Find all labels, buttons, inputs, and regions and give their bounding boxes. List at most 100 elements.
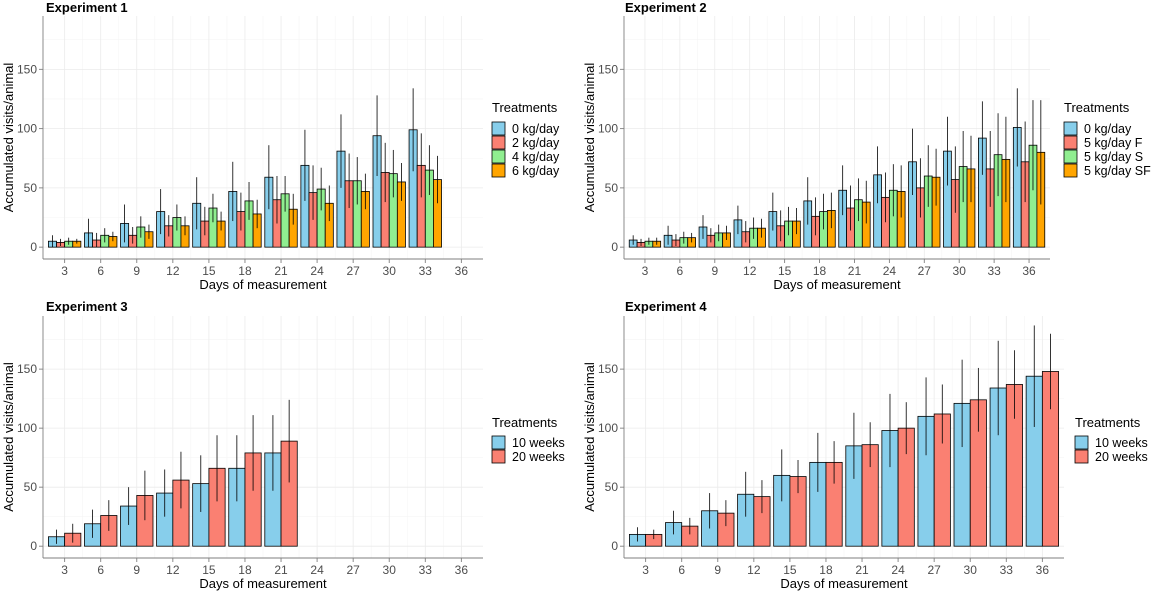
x-tick-label: 36 <box>455 264 469 278</box>
x-tick-label: 27 <box>346 264 360 278</box>
x-tick-label: 6 <box>97 264 104 278</box>
x-tick-label: 18 <box>238 563 252 577</box>
legend-swatch <box>491 135 506 150</box>
x-tick-label: 30 <box>964 563 978 577</box>
x-tick-label: 18 <box>819 563 833 577</box>
x-tick-label: 9 <box>714 563 721 577</box>
x-tick-label: 21 <box>274 563 288 577</box>
legend-label: 0 kg/day <box>512 122 560 136</box>
legend-label: 5 kg/day SF <box>1084 164 1151 178</box>
y-tick-label: 0 <box>30 539 37 553</box>
legend-label: 2 kg/day <box>512 136 560 150</box>
y-tick-label: 0 <box>611 539 618 553</box>
panel-title: Experiment 1 <box>46 0 128 15</box>
y-axis-title: Accumulated visits/animal <box>1 63 16 213</box>
x-tick-label: 12 <box>166 264 180 278</box>
y-tick-label: 150 <box>17 362 37 376</box>
x-tick-label: 12 <box>747 563 761 577</box>
x-tick-label: 30 <box>953 264 967 278</box>
legend-swatch <box>491 449 506 464</box>
x-tick-label: 33 <box>419 563 433 577</box>
x-axis-title: Days of measurement <box>199 576 327 591</box>
legend-swatch <box>1074 449 1089 464</box>
x-tick-label: 9 <box>133 264 140 278</box>
x-tick-label: 24 <box>310 563 324 577</box>
legend-label: 4 kg/day <box>512 150 560 164</box>
y-tick-label: 100 <box>598 122 618 136</box>
x-tick-label: 12 <box>166 563 180 577</box>
legend-label: 10 weeks <box>512 436 565 450</box>
y-tick-label: 100 <box>17 421 37 435</box>
legend-swatch <box>491 149 506 164</box>
y-tick-label: 0 <box>30 240 37 254</box>
x-tick-label: 21 <box>274 264 288 278</box>
x-tick-label: 36 <box>1022 264 1036 278</box>
legend-label: 10 weeks <box>1095 436 1148 450</box>
x-tick-label: 21 <box>855 563 869 577</box>
legend-title: Treatments <box>492 100 558 115</box>
x-tick-label: 33 <box>1000 563 1014 577</box>
x-tick-label: 6 <box>678 563 685 577</box>
y-tick-label: 50 <box>24 181 38 195</box>
y-tick-label: 50 <box>24 480 38 494</box>
x-tick-label: 15 <box>202 563 216 577</box>
panel-title: Experiment 4 <box>625 299 707 314</box>
y-tick-label: 150 <box>598 362 618 376</box>
x-tick-label: 15 <box>778 264 792 278</box>
legend-swatch <box>491 163 506 178</box>
legend-swatch <box>1074 435 1089 450</box>
y-axis-title: Accumulated visits/animal <box>582 63 597 213</box>
x-tick-label: 6 <box>97 563 104 577</box>
x-tick-label: 27 <box>918 264 932 278</box>
x-tick-label: 27 <box>927 563 941 577</box>
x-tick-label: 3 <box>642 563 649 577</box>
x-tick-label: 36 <box>1036 563 1050 577</box>
legend-label: 5 kg/day F <box>1084 136 1143 150</box>
x-tick-label: 6 <box>677 264 684 278</box>
legend-swatch <box>1063 135 1078 150</box>
x-tick-label: 15 <box>202 264 216 278</box>
y-tick-label: 100 <box>17 122 37 136</box>
x-tick-label: 30 <box>383 264 397 278</box>
y-tick-label: 50 <box>605 181 619 195</box>
x-tick-label: 33 <box>987 264 1001 278</box>
y-axis-title: Accumulated visits/animal <box>1 362 16 512</box>
legend-title: Treatments <box>1064 100 1130 115</box>
x-tick-label: 18 <box>238 264 252 278</box>
y-tick-label: 100 <box>598 421 618 435</box>
legend-label: 0 kg/day <box>1084 122 1132 136</box>
legend-label: 20 weeks <box>512 450 565 464</box>
x-tick-label: 36 <box>455 563 469 577</box>
panel-title: Experiment 3 <box>46 299 128 314</box>
legend-title: Treatments <box>492 415 558 430</box>
x-tick-label: 3 <box>61 563 68 577</box>
legend-swatch <box>1063 149 1078 164</box>
x-tick-label: 3 <box>61 264 68 278</box>
y-tick-label: 150 <box>17 62 37 76</box>
legend-label: 6 kg/day <box>512 164 560 178</box>
y-tick-label: 0 <box>611 240 618 254</box>
legend-swatch <box>1063 163 1078 178</box>
x-tick-label: 3 <box>642 264 649 278</box>
y-tick-label: 50 <box>605 480 619 494</box>
x-tick-label: 24 <box>310 264 324 278</box>
x-tick-label: 12 <box>743 264 757 278</box>
legend-swatch <box>1063 121 1078 136</box>
x-axis-title: Days of measurement <box>199 277 327 292</box>
y-axis-title: Accumulated visits/animal <box>582 362 597 512</box>
x-tick-label: 30 <box>383 563 397 577</box>
x-tick-label: 9 <box>133 563 140 577</box>
legend-swatch <box>491 121 506 136</box>
x-axis-title: Days of measurement <box>780 576 908 591</box>
x-tick-label: 9 <box>711 264 718 278</box>
x-axis-title: Days of measurement <box>773 277 901 292</box>
y-tick-label: 150 <box>598 62 618 76</box>
